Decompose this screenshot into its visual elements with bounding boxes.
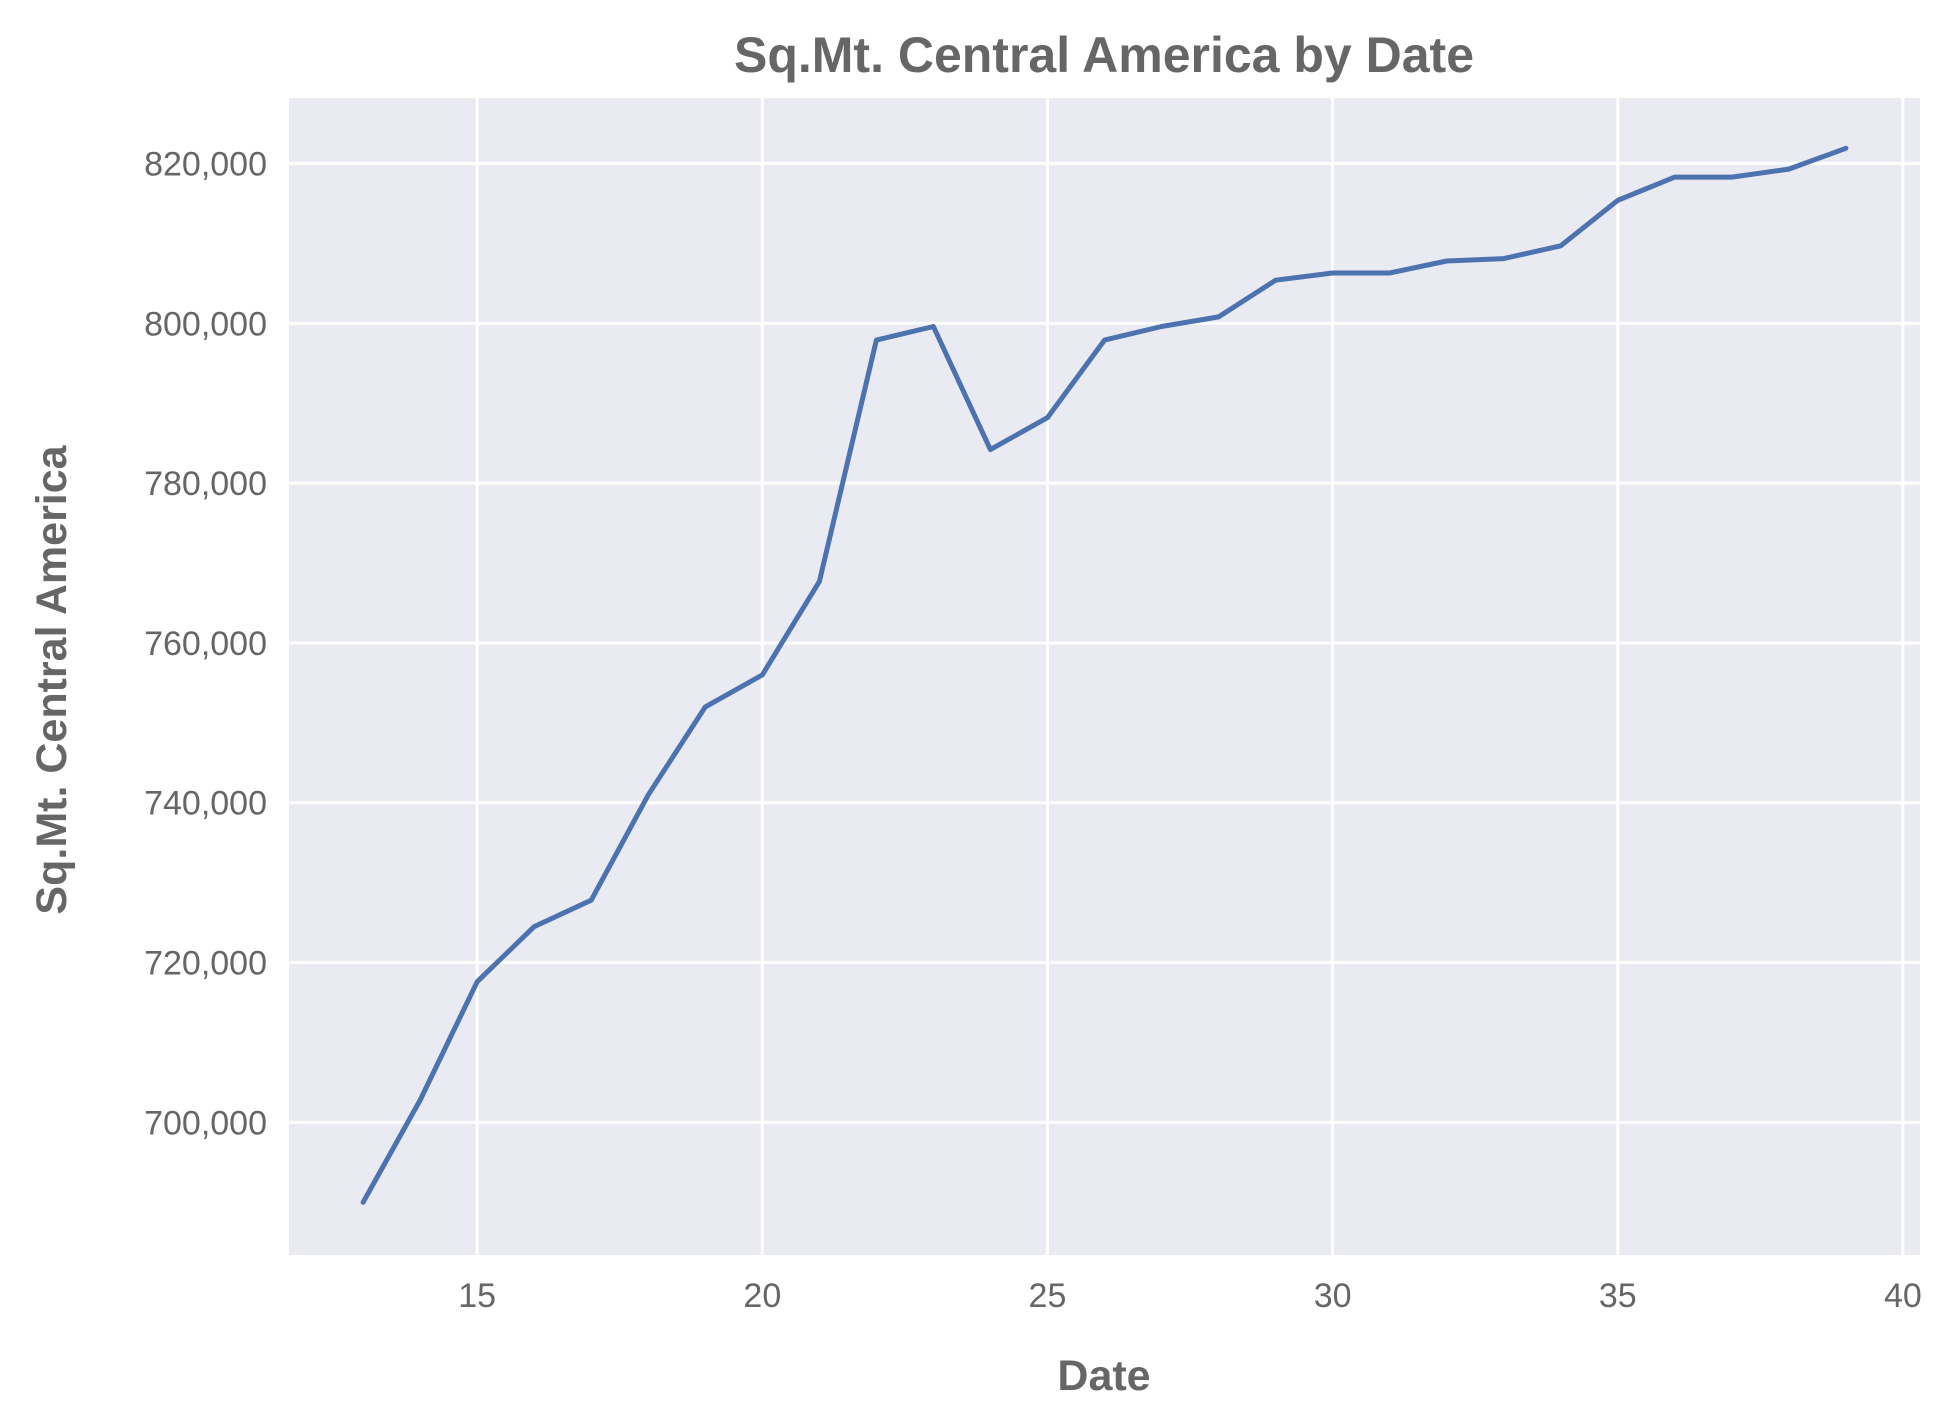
y-tick-label: 760,000 <box>144 625 267 663</box>
x-axis-ticks: 15 20 25 30 35 40 <box>458 1277 1922 1315</box>
x-tick-label: 30 <box>1314 1277 1352 1315</box>
x-tick-label: 25 <box>1029 1277 1067 1315</box>
series-layer <box>360 145 1849 1205</box>
grid-lines <box>289 98 1920 1255</box>
y-axis-label: Sq.Mt. Central America <box>28 444 76 914</box>
series-line <box>360 145 1849 1205</box>
x-tick-label: 15 <box>458 1277 496 1315</box>
x-tick-label: 35 <box>1599 1277 1637 1315</box>
y-tick-label: 720,000 <box>144 945 267 983</box>
plot-area <box>289 98 1920 1255</box>
x-tick-label: 40 <box>1884 1277 1922 1315</box>
x-tick-label: 20 <box>743 1277 781 1315</box>
y-tick-label: 800,000 <box>144 305 267 343</box>
y-axis-ticks: 700,000 720,000 740,000 760,000 780,000 800,0… <box>144 146 267 1143</box>
y-tick-label: 740,000 <box>144 785 267 823</box>
x-axis-label: Date <box>1057 1352 1150 1400</box>
y-tick-label: 780,000 <box>144 465 267 503</box>
chart-title: Sq.Mt. Central America by Date <box>734 27 1474 83</box>
y-tick-label: 820,000 <box>144 146 267 184</box>
y-tick-label: 700,000 <box>144 1104 267 1142</box>
